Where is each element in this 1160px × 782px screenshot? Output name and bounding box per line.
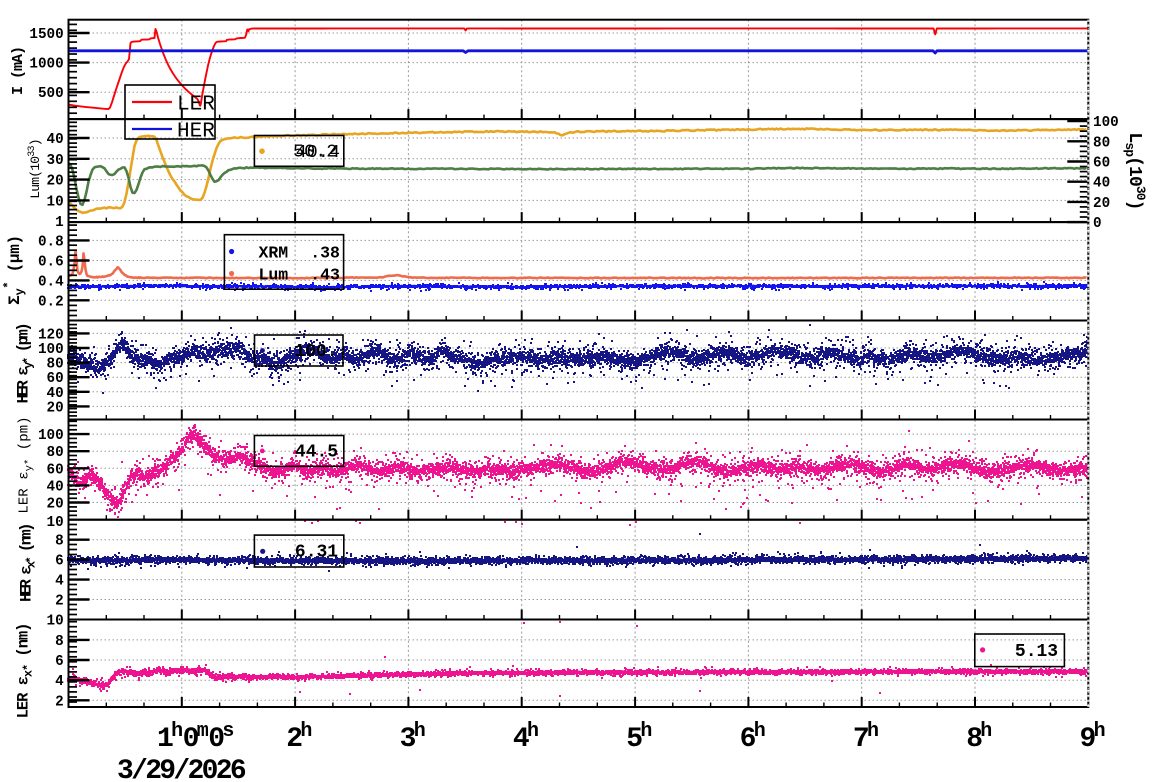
svg-text:XRM: XRM <box>259 244 289 263</box>
svg-text:80: 80 <box>47 445 64 461</box>
svg-text:20: 20 <box>1093 196 1110 212</box>
svg-text:1h0m0s: 1h0m0s <box>157 720 234 755</box>
svg-text:Σy* (μm): Σy* (μm) <box>2 235 27 305</box>
svg-text:6.31: 6.31 <box>295 542 338 562</box>
svg-text:8: 8 <box>55 634 64 650</box>
svg-text:0.6: 0.6 <box>38 255 64 271</box>
svg-text:4: 4 <box>55 574 64 590</box>
svg-text:40.4: 40.4 <box>296 142 340 163</box>
svg-text:0.2: 0.2 <box>38 294 64 310</box>
svg-text:40: 40 <box>47 132 64 148</box>
svg-text:2: 2 <box>55 694 64 710</box>
svg-text:8: 8 <box>55 534 64 550</box>
svg-text:10: 10 <box>47 515 64 531</box>
svg-text:40: 40 <box>1093 176 1110 192</box>
svg-text:60: 60 <box>1093 156 1110 172</box>
svg-text:40: 40 <box>47 386 64 402</box>
svg-text:I (mA): I (mA) <box>10 47 27 95</box>
svg-text:HER εy* (pm): HER εy* (pm) <box>14 325 35 404</box>
svg-text:10: 10 <box>47 614 64 630</box>
svg-text:500: 500 <box>38 86 64 102</box>
svg-text:2: 2 <box>55 594 64 610</box>
svg-text:100: 100 <box>1093 115 1119 131</box>
svg-text:.43: .43 <box>310 266 340 285</box>
svg-text:1000: 1000 <box>29 57 63 73</box>
svg-text:30: 30 <box>47 153 64 169</box>
svg-text:120: 120 <box>38 327 64 343</box>
svg-text:10: 10 <box>47 194 64 210</box>
svg-text:0: 0 <box>1093 216 1102 232</box>
svg-text:20: 20 <box>47 400 64 416</box>
svg-text:80: 80 <box>1093 135 1110 151</box>
svg-text:1500: 1500 <box>29 27 63 43</box>
svg-text:LER: LER <box>177 94 215 117</box>
svg-text:5.13: 5.13 <box>1015 642 1058 662</box>
svg-text:LER εx* (nm): LER εx* (nm) <box>14 624 35 719</box>
svg-text:100.: 100. <box>294 342 337 362</box>
svg-text:0.8: 0.8 <box>38 234 64 250</box>
svg-text:40: 40 <box>47 479 64 495</box>
svg-text:80: 80 <box>47 357 64 373</box>
svg-text:20: 20 <box>47 497 64 513</box>
svg-text:44.5: 44.5 <box>295 442 338 462</box>
svg-text:0.4: 0.4 <box>38 274 64 290</box>
svg-text:3/29/2026: 3/29/2026 <box>117 756 246 782</box>
svg-text:60: 60 <box>47 462 64 478</box>
svg-text:100: 100 <box>38 428 64 444</box>
svg-text:Lum: Lum <box>259 266 289 285</box>
svg-text:HER: HER <box>177 121 215 144</box>
svg-text:.38: .38 <box>310 244 340 263</box>
svg-text:100: 100 <box>38 342 64 358</box>
svg-text:HER εx* (nm): HER εx* (nm) <box>18 525 39 602</box>
svg-text:1: 1 <box>55 215 64 231</box>
svg-text:60: 60 <box>47 371 64 387</box>
svg-text:50.2: 50.2 <box>293 142 337 163</box>
svg-text:6: 6 <box>55 554 64 570</box>
svg-text:LER εy* (pm): LER εy* (pm) <box>16 416 35 513</box>
svg-text:6: 6 <box>55 654 64 670</box>
svg-text:4: 4 <box>55 674 64 690</box>
svg-text:20: 20 <box>47 174 64 190</box>
